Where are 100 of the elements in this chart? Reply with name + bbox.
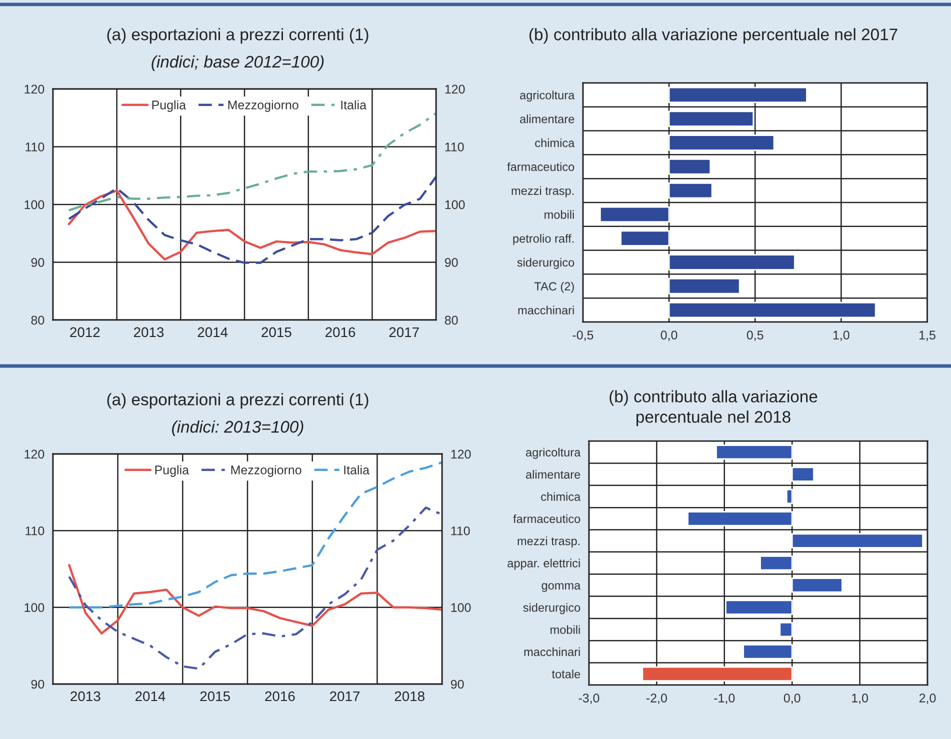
line-series — [68, 461, 442, 608]
x-tick-label: 2015 — [200, 691, 230, 702]
x-tick-label: 0,0 — [784, 694, 800, 704]
y-tick-label: 110 — [26, 142, 44, 152]
bar — [791, 578, 843, 593]
y-tick-label: 90 — [31, 680, 44, 689]
y2-tick-label: 90 — [444, 258, 458, 267]
y-tick-label: appar. elettrici — [508, 558, 580, 570]
bar — [599, 206, 670, 223]
line-series — [68, 112, 436, 212]
y-tick-label: totale — [552, 670, 580, 678]
legend-label: Mezzogiorno — [231, 465, 302, 477]
line-series — [68, 506, 442, 670]
y-tick-label: 120 — [24, 84, 44, 94]
y-tick-label: agricoltura — [520, 90, 575, 102]
x-tick-label: 2015 — [262, 327, 292, 338]
legend-label: Puglia — [155, 465, 190, 477]
y-tick-label: farmaceutico — [507, 162, 574, 172]
bar — [725, 600, 793, 615]
y-tick-label: alimentare — [526, 470, 580, 479]
y-tick-label: alimentare — [520, 114, 574, 124]
y-tick-label: 90 — [31, 258, 44, 267]
x-tick-label: -3,0 — [578, 694, 600, 704]
bar — [742, 644, 793, 660]
y-tick-label: petrolio raff. — [513, 234, 574, 246]
bar — [716, 444, 793, 460]
chart-subtitle: (indici; base 2012=100) — [152, 55, 324, 71]
x-tick-label: 2012 — [70, 327, 100, 338]
x-tick-label: 1,0 — [833, 330, 850, 341]
y2-tick-label: 120 — [445, 84, 465, 94]
y-tick-label: 110 — [26, 526, 44, 536]
legend-label: Puglia — [152, 100, 186, 112]
line-series — [68, 190, 436, 260]
bar — [687, 511, 793, 526]
x-tick-label: 1,5 — [919, 330, 936, 341]
bar — [668, 278, 740, 294]
y-tick-label: mobili — [544, 210, 574, 219]
bar — [668, 158, 712, 175]
y-tick-label: mezzi trasp. — [518, 536, 580, 548]
y-tick-label: macchinari — [518, 306, 574, 314]
y2-tick-label: 110 — [451, 526, 470, 536]
x-tick-label: 2013 — [134, 327, 164, 338]
x-tick-label: 2016 — [326, 327, 356, 338]
bar — [668, 110, 754, 127]
x-tick-label: 2014 — [135, 691, 166, 702]
bar — [791, 466, 814, 482]
legend-label: Mezzogiorno — [228, 100, 298, 112]
x-tick-label: 2016 — [265, 691, 295, 702]
y-tick-label: 120 — [24, 450, 44, 459]
y2-tick-label: 90 — [450, 680, 464, 689]
y-tick-label: macchinari — [524, 647, 580, 656]
chart-title: (a) esportazioni a prezzi correnti (1) — [107, 393, 368, 409]
bar — [760, 555, 793, 571]
y-tick-label: chimica — [541, 492, 581, 501]
legend-label: Italia — [341, 100, 366, 110]
y2-tick-label: 80 — [444, 316, 458, 325]
line-series — [68, 176, 436, 264]
y-tick-label: mezzi trasp. — [512, 186, 574, 198]
bar — [791, 533, 924, 548]
y-tick-label: siderurgico — [517, 258, 574, 269]
bar — [668, 134, 775, 151]
chart-title: (b) contributo alla variazione percentuale nel 2018 — [610, 390, 818, 426]
legend-label: Italia — [344, 465, 370, 474]
chart-title: (a) esportazioni a prezzi correnti (1) — [107, 28, 368, 44]
x-tick-label: -1,0 — [714, 694, 735, 704]
x-tick-label: 2017 — [389, 327, 419, 338]
y-tick-label: 100 — [24, 603, 44, 612]
y2-tick-label: 110 — [445, 142, 464, 152]
y-tick-label: chimica — [535, 138, 575, 148]
y-tick-label: mobili — [550, 625, 580, 634]
y2-tick-label: 100 — [445, 200, 465, 210]
x-tick-label: 1,0 — [852, 694, 868, 704]
bar — [668, 302, 876, 318]
x-tick-label: 0,5 — [746, 330, 764, 341]
line-series — [68, 564, 442, 635]
y-tick-label: agricoltura — [526, 448, 581, 459]
y2-tick-label: 120 — [451, 450, 471, 459]
x-tick-label: -2,0 — [646, 694, 667, 704]
x-tick-label: 2013 — [70, 691, 100, 702]
bar — [668, 254, 796, 270]
x-tick-label: 0,0 — [660, 330, 678, 341]
x-tick-label: -0,5 — [572, 330, 594, 341]
y-tick-label: 80 — [31, 316, 44, 325]
y-tick-label: farmaceutico — [513, 514, 580, 524]
chart-title: (b) contributo alla variazione percentuale nel 2017 — [529, 28, 898, 44]
x-tick-label: 2,0 — [919, 694, 936, 704]
bar — [786, 488, 793, 504]
chart-subtitle: (indici: 2013=100) — [172, 420, 304, 436]
bar — [668, 182, 713, 199]
bar — [668, 86, 808, 104]
y-tick-label: siderurgico — [523, 603, 580, 614]
x-tick-label: 2017 — [330, 691, 360, 702]
y-tick-label: gomma — [542, 583, 581, 592]
y-tick-label: TAC (2) — [534, 282, 574, 293]
y2-tick-label: 100 — [451, 603, 471, 612]
bar — [620, 230, 670, 246]
y-tick-label: 100 — [24, 200, 44, 210]
x-tick-label: 2014 — [198, 327, 228, 338]
bar — [642, 666, 793, 682]
bar — [779, 622, 793, 638]
